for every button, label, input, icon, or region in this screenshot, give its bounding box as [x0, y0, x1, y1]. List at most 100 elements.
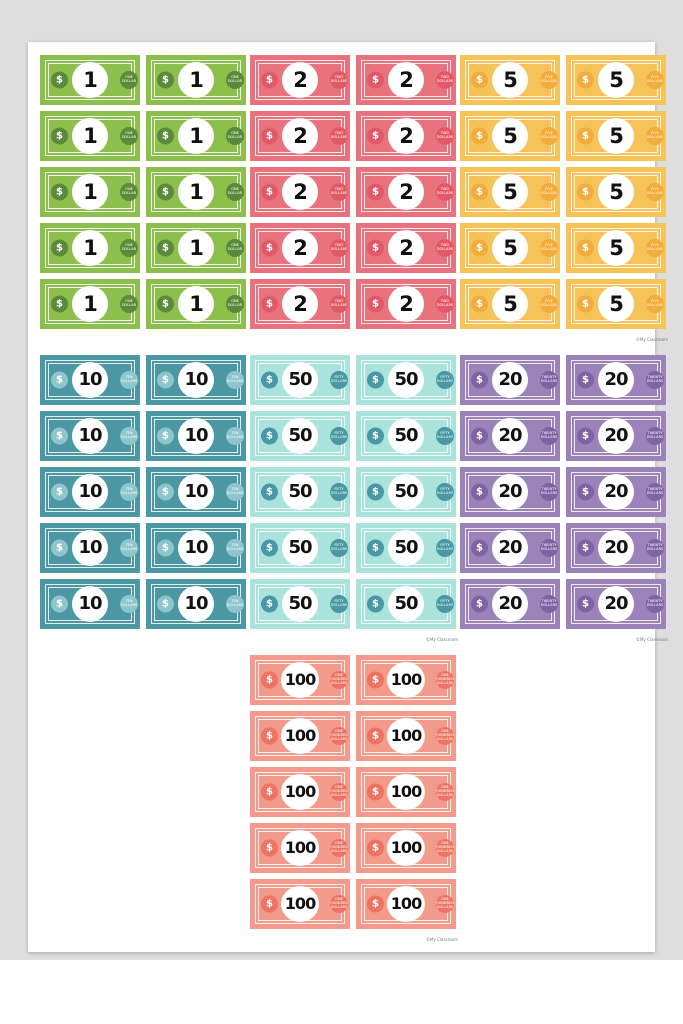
dollar-sign-icon: $ — [157, 371, 174, 389]
denomination-words: ONE HUNDRED DOLLARS — [436, 727, 454, 745]
dollar-sign-icon: $ — [367, 127, 384, 145]
denomination-number: 2 — [388, 118, 424, 154]
denomination-number: 10 — [178, 418, 214, 454]
denomination-words: TWENTY DOLLARS — [646, 427, 664, 445]
dollar-sign-icon: $ — [51, 183, 68, 201]
dollar-sign-icon: $ — [471, 371, 488, 389]
denomination-number: 2 — [282, 230, 318, 266]
denomination-number: 2 — [282, 174, 318, 210]
bill-50: $50 FIFTY DOLLARS — [356, 467, 456, 517]
bill-5: $5 FIVE DOLLARS — [566, 223, 666, 273]
bill-20: $20 TWENTY DOLLARS — [460, 355, 560, 405]
denomination-number: 50 — [388, 474, 424, 510]
dollar-sign-icon: $ — [51, 295, 68, 313]
denomination-words: FIVE DOLLARS — [646, 127, 664, 145]
denomination-number: 20 — [598, 586, 634, 622]
bill-50: $50 FIFTY DOLLARS — [356, 411, 456, 461]
denomination-words: ONE HUNDRED DOLLARS — [330, 727, 348, 745]
denomination-words: TEN DOLLARS — [226, 539, 244, 557]
dollar-sign-icon: $ — [261, 895, 278, 913]
denomination-number: 5 — [598, 174, 634, 210]
denomination-words: FIVE DOLLARS — [540, 295, 558, 313]
denomination-words: ONE DOLLAR — [120, 295, 138, 313]
denomination-number: 50 — [388, 586, 424, 622]
bill-100: $100 ONE HUNDRED DOLLARS — [356, 711, 456, 761]
denomination-words: ONE HUNDRED DOLLARS — [330, 671, 348, 689]
bill-2: $2 TWO DOLLARS — [356, 111, 456, 161]
denomination-number: 20 — [598, 418, 634, 454]
denomination-words: TEN DOLLARS — [226, 483, 244, 501]
denomination-words: ONE DOLLAR — [226, 127, 244, 145]
dollar-sign-icon: $ — [157, 71, 174, 89]
bill-2: $2 TWO DOLLARS — [250, 111, 350, 161]
denomination-words: TWO DOLLARS — [436, 183, 454, 201]
dollar-sign-icon: $ — [51, 483, 68, 501]
denomination-words: ONE DOLLAR — [226, 71, 244, 89]
denomination-number: 100 — [387, 774, 425, 810]
bill-10: $10 TEN DOLLARS — [40, 467, 140, 517]
denomination-number: 10 — [72, 530, 108, 566]
denomination-words: TWO DOLLARS — [436, 239, 454, 257]
denomination-number: 10 — [178, 474, 214, 510]
dollar-sign-icon: $ — [157, 539, 174, 557]
dollar-sign-icon: $ — [261, 71, 278, 89]
denomination-number: 1 — [178, 230, 214, 266]
denomination-words: TWO DOLLARS — [330, 71, 348, 89]
denomination-words: TWO DOLLARS — [436, 295, 454, 313]
dollar-sign-icon: $ — [367, 371, 384, 389]
denomination-number: 5 — [492, 230, 528, 266]
denomination-words: ONE DOLLAR — [226, 295, 244, 313]
denomination-words: ONE DOLLAR — [120, 71, 138, 89]
bill-5: $5 FIVE DOLLARS — [566, 279, 666, 329]
denomination-words: TWENTY DOLLARS — [646, 539, 664, 557]
bill-1: $1 ONE DOLLAR — [146, 223, 246, 273]
bill-100: $100 ONE HUNDRED DOLLARS — [356, 655, 456, 705]
bill-50: $50 FIFTY DOLLARS — [356, 579, 456, 629]
denomination-number: 100 — [387, 662, 425, 698]
dollar-sign-icon: $ — [51, 539, 68, 557]
denomination-words: FIVE DOLLARS — [646, 295, 664, 313]
bill-50: $50 FIFTY DOLLARS — [250, 355, 350, 405]
dollar-sign-icon: $ — [367, 595, 384, 613]
denomination-words: FIVE DOLLARS — [646, 183, 664, 201]
denomination-number: 1 — [72, 62, 108, 98]
dollar-sign-icon: $ — [261, 295, 278, 313]
dollar-sign-icon: $ — [577, 371, 594, 389]
dollar-sign-icon: $ — [367, 727, 384, 745]
dollar-sign-icon: $ — [261, 427, 278, 445]
denomination-number: 50 — [388, 418, 424, 454]
bill-10: $10 TEN DOLLARS — [146, 467, 246, 517]
denomination-number: 1 — [178, 174, 214, 210]
copyright-text: ©My Classroom — [426, 637, 458, 642]
denomination-words: ONE DOLLAR — [120, 183, 138, 201]
bill-20: $20 TWENTY DOLLARS — [566, 579, 666, 629]
denomination-number: 100 — [281, 718, 319, 754]
denomination-number: 10 — [178, 586, 214, 622]
dollar-sign-icon: $ — [261, 839, 278, 857]
denomination-words: TWENTY DOLLARS — [540, 427, 558, 445]
denomination-number: 2 — [282, 62, 318, 98]
denomination-number: 100 — [281, 886, 319, 922]
dollar-sign-icon: $ — [261, 371, 278, 389]
denomination-number: 5 — [598, 62, 634, 98]
bill-50: $50 FIFTY DOLLARS — [356, 523, 456, 573]
bill-50: $50 FIFTY DOLLARS — [250, 467, 350, 517]
denomination-words: TWENTY DOLLARS — [646, 483, 664, 501]
dollar-sign-icon: $ — [577, 295, 594, 313]
denomination-words: TWO DOLLARS — [330, 183, 348, 201]
bill-100: $100 ONE HUNDRED DOLLARS — [250, 879, 350, 929]
bill-10: $10 TEN DOLLARS — [146, 579, 246, 629]
bill-10: $10 TEN DOLLARS — [40, 411, 140, 461]
denomination-words: TWENTY DOLLARS — [540, 371, 558, 389]
dollar-sign-icon: $ — [367, 183, 384, 201]
dollar-sign-icon: $ — [471, 127, 488, 145]
bill-50: $50 FIFTY DOLLARS — [250, 579, 350, 629]
bill-1: $1 ONE DOLLAR — [146, 111, 246, 161]
denomination-words: FIVE DOLLARS — [646, 71, 664, 89]
dollar-sign-icon: $ — [261, 595, 278, 613]
denomination-number: 5 — [492, 286, 528, 322]
bill-2: $2 TWO DOLLARS — [356, 223, 456, 273]
dollar-sign-icon: $ — [157, 427, 174, 445]
dollar-sign-icon: $ — [471, 539, 488, 557]
denomination-number: 50 — [282, 530, 318, 566]
